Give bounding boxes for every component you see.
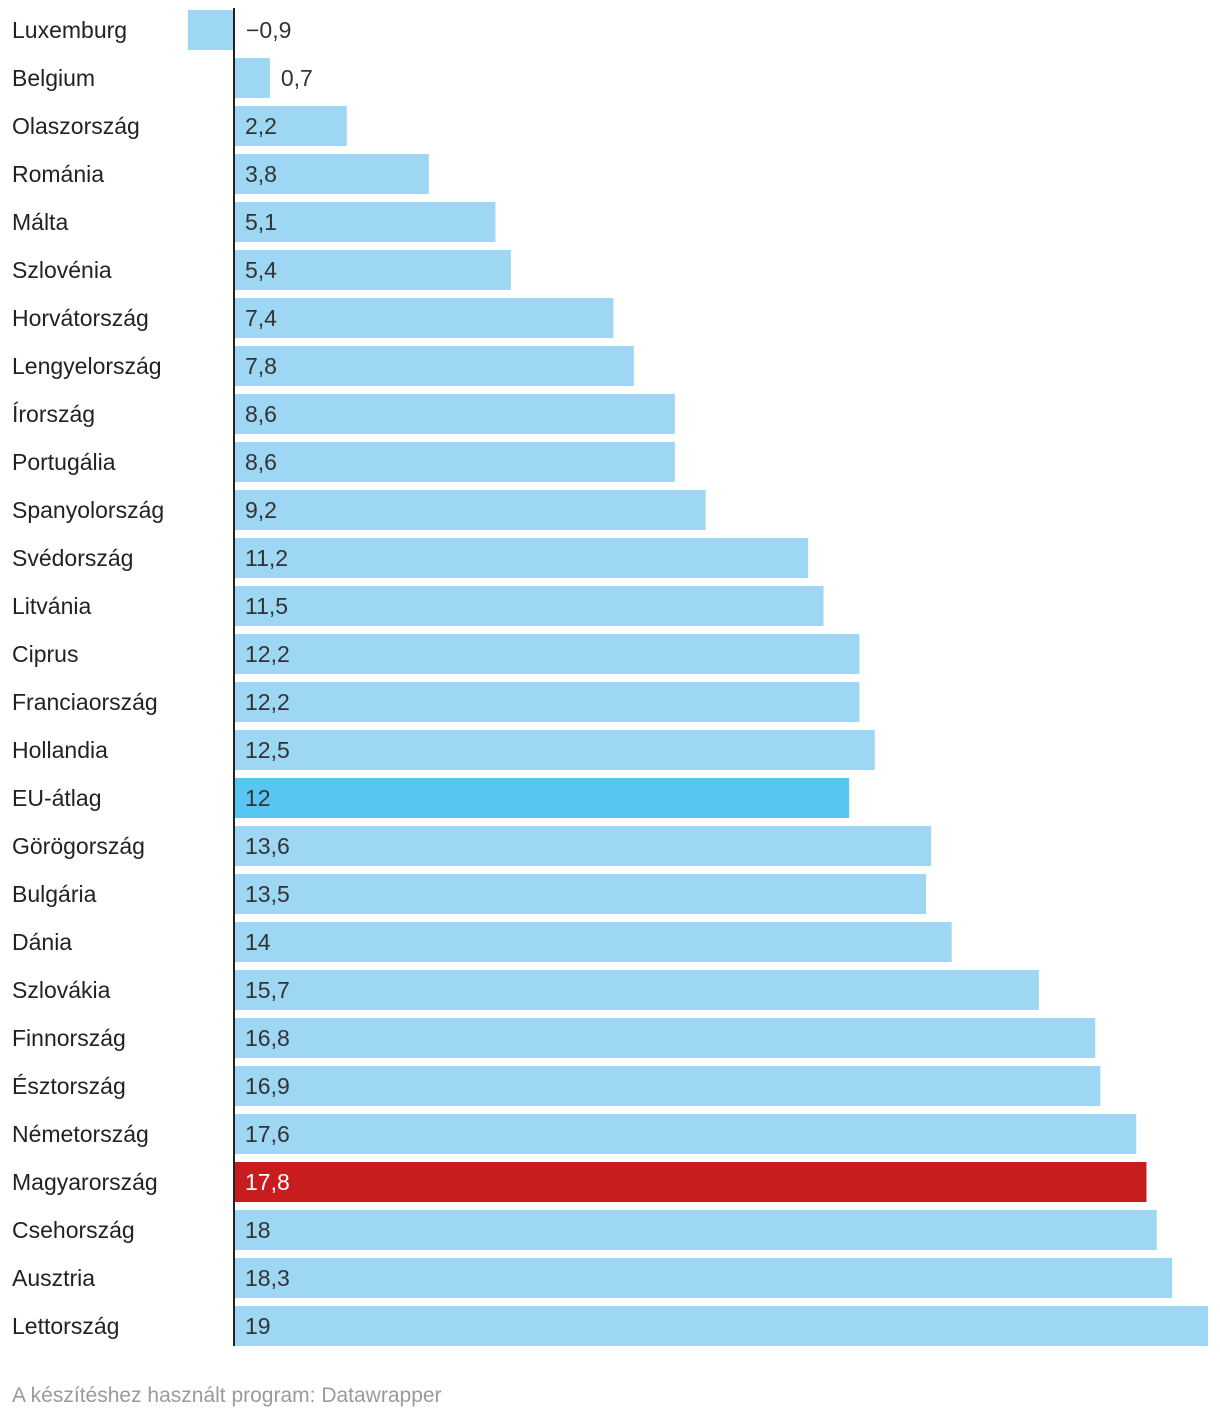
value-label-horvatorszag: 7,4 bbox=[245, 305, 277, 331]
category-label-irorszag: Írország bbox=[12, 401, 95, 427]
bar-lettorszag bbox=[234, 1306, 1208, 1346]
bar-gorogorszag bbox=[234, 826, 932, 866]
value-label-spanyolorszag: 9,2 bbox=[245, 497, 277, 523]
category-label-magyarorszag: Magyarország bbox=[12, 1169, 158, 1195]
value-label-gorogorszag: 13,6 bbox=[245, 833, 290, 859]
bar-bulgaria bbox=[234, 874, 927, 914]
category-label-franciaorszag: Franciaország bbox=[12, 689, 158, 715]
value-label-esztorszag: 16,9 bbox=[245, 1073, 290, 1099]
category-label-spanyolorszag: Spanyolország bbox=[12, 497, 164, 523]
bar-nemetorszag bbox=[234, 1114, 1137, 1154]
category-label-litvania: Litvánia bbox=[12, 593, 91, 619]
bar-olaszorszag bbox=[234, 106, 347, 146]
bar-belgium bbox=[234, 58, 270, 98]
value-label-nemetorszag: 17,6 bbox=[245, 1121, 290, 1147]
category-label-svedorszag: Svédország bbox=[12, 545, 133, 571]
value-label-belgium: 0,7 bbox=[281, 65, 313, 91]
category-label-romania: Románia bbox=[12, 161, 104, 187]
bar-szlovenia bbox=[234, 250, 511, 290]
bar-horvatorszag bbox=[234, 298, 614, 338]
bar-magyarorszag bbox=[234, 1162, 1147, 1202]
value-label-litvania: 11,5 bbox=[245, 593, 288, 619]
bar-hollandia bbox=[234, 730, 875, 770]
bar-malta bbox=[234, 202, 496, 242]
bar-portugalia bbox=[234, 442, 675, 482]
value-label-svedorszag: 11,2 bbox=[245, 545, 288, 571]
bar-ausztria bbox=[234, 1258, 1173, 1298]
category-label-ausztria: Ausztria bbox=[12, 1265, 95, 1291]
category-label-olaszorszag: Olaszország bbox=[12, 113, 140, 139]
bar-irorszag bbox=[234, 394, 675, 434]
value-label-dania: 14 bbox=[245, 929, 271, 955]
value-label-szlovenia: 5,4 bbox=[245, 257, 277, 283]
category-label-nemetorszag: Németország bbox=[12, 1121, 149, 1147]
category-label-finnorszag: Finnország bbox=[12, 1025, 126, 1051]
category-label-ciprus: Ciprus bbox=[12, 641, 78, 667]
value-label-lengyelorszag: 7,8 bbox=[245, 353, 277, 379]
value-label-olaszorszag: 2,2 bbox=[245, 113, 277, 139]
value-label-romania: 3,8 bbox=[245, 161, 277, 187]
value-label-portugalia: 8,6 bbox=[245, 449, 277, 475]
value-label-csehorszag: 18 bbox=[245, 1217, 271, 1243]
category-label-eu-atlag: EU-átlag bbox=[12, 785, 101, 811]
value-label-luxemburg: −0,9 bbox=[246, 17, 291, 43]
bar-chart: Luxemburg −0,9 Belgium 0,7 Olaszország 2,2 Rom… bbox=[12, 8, 1208, 1346]
bar-luxemburg bbox=[187, 10, 234, 50]
bar-franciaorszag bbox=[234, 682, 860, 722]
bar-eu-atlag bbox=[234, 778, 850, 818]
category-label-horvatorszag: Horvátország bbox=[12, 305, 149, 331]
value-label-malta: 5,1 bbox=[245, 209, 277, 235]
bar-svedorszag bbox=[234, 538, 809, 578]
category-label-belgium: Belgium bbox=[12, 65, 95, 91]
bar-ciprus bbox=[234, 634, 860, 674]
value-label-hollandia: 12,5 bbox=[245, 737, 290, 763]
value-label-irorszag: 8,6 bbox=[245, 401, 277, 427]
bar-finnorszag bbox=[234, 1018, 1096, 1058]
value-label-eu-atlag: 12 bbox=[245, 785, 271, 811]
category-label-portugalia: Portugália bbox=[12, 449, 116, 475]
value-label-ausztria: 18,3 bbox=[245, 1265, 290, 1291]
value-label-ciprus: 12,2 bbox=[245, 641, 290, 667]
bar-litvania bbox=[234, 586, 824, 626]
bar-spanyolorszag bbox=[234, 490, 706, 530]
bar-lengyelorszag bbox=[234, 346, 634, 386]
value-label-magyarorszag: 17,8 bbox=[245, 1169, 290, 1195]
value-label-bulgaria: 13,5 bbox=[245, 881, 290, 907]
category-label-dania: Dánia bbox=[12, 929, 72, 955]
category-label-gorogorszag: Görögország bbox=[12, 833, 145, 859]
bar-csehorszag bbox=[234, 1210, 1157, 1250]
chart-credit: A készítéshez használt program: Datawrap… bbox=[12, 1384, 442, 1407]
category-label-luxemburg: Luxemburg bbox=[12, 17, 127, 43]
category-label-lettorszag: Lettország bbox=[12, 1313, 119, 1339]
bar-romania bbox=[234, 154, 429, 194]
category-label-malta: Málta bbox=[12, 209, 68, 235]
category-label-csehorszag: Csehország bbox=[12, 1217, 135, 1243]
value-label-finnorszag: 16,8 bbox=[245, 1025, 290, 1051]
bar-dania bbox=[234, 922, 952, 962]
category-label-szlovakia: Szlovákia bbox=[12, 977, 111, 1003]
value-label-szlovakia: 15,7 bbox=[245, 977, 290, 1003]
value-label-franciaorszag: 12,2 bbox=[245, 689, 290, 715]
bar-szlovakia bbox=[234, 970, 1039, 1010]
bar-esztorszag bbox=[234, 1066, 1101, 1106]
category-label-hollandia: Hollandia bbox=[12, 737, 108, 763]
category-label-esztorszag: Észtország bbox=[12, 1073, 126, 1099]
value-label-lettorszag: 19 bbox=[245, 1313, 271, 1339]
category-label-lengyelorszag: Lengyelország bbox=[12, 353, 162, 379]
category-label-bulgaria: Bulgária bbox=[12, 881, 97, 907]
category-label-szlovenia: Szlovénia bbox=[12, 257, 112, 283]
